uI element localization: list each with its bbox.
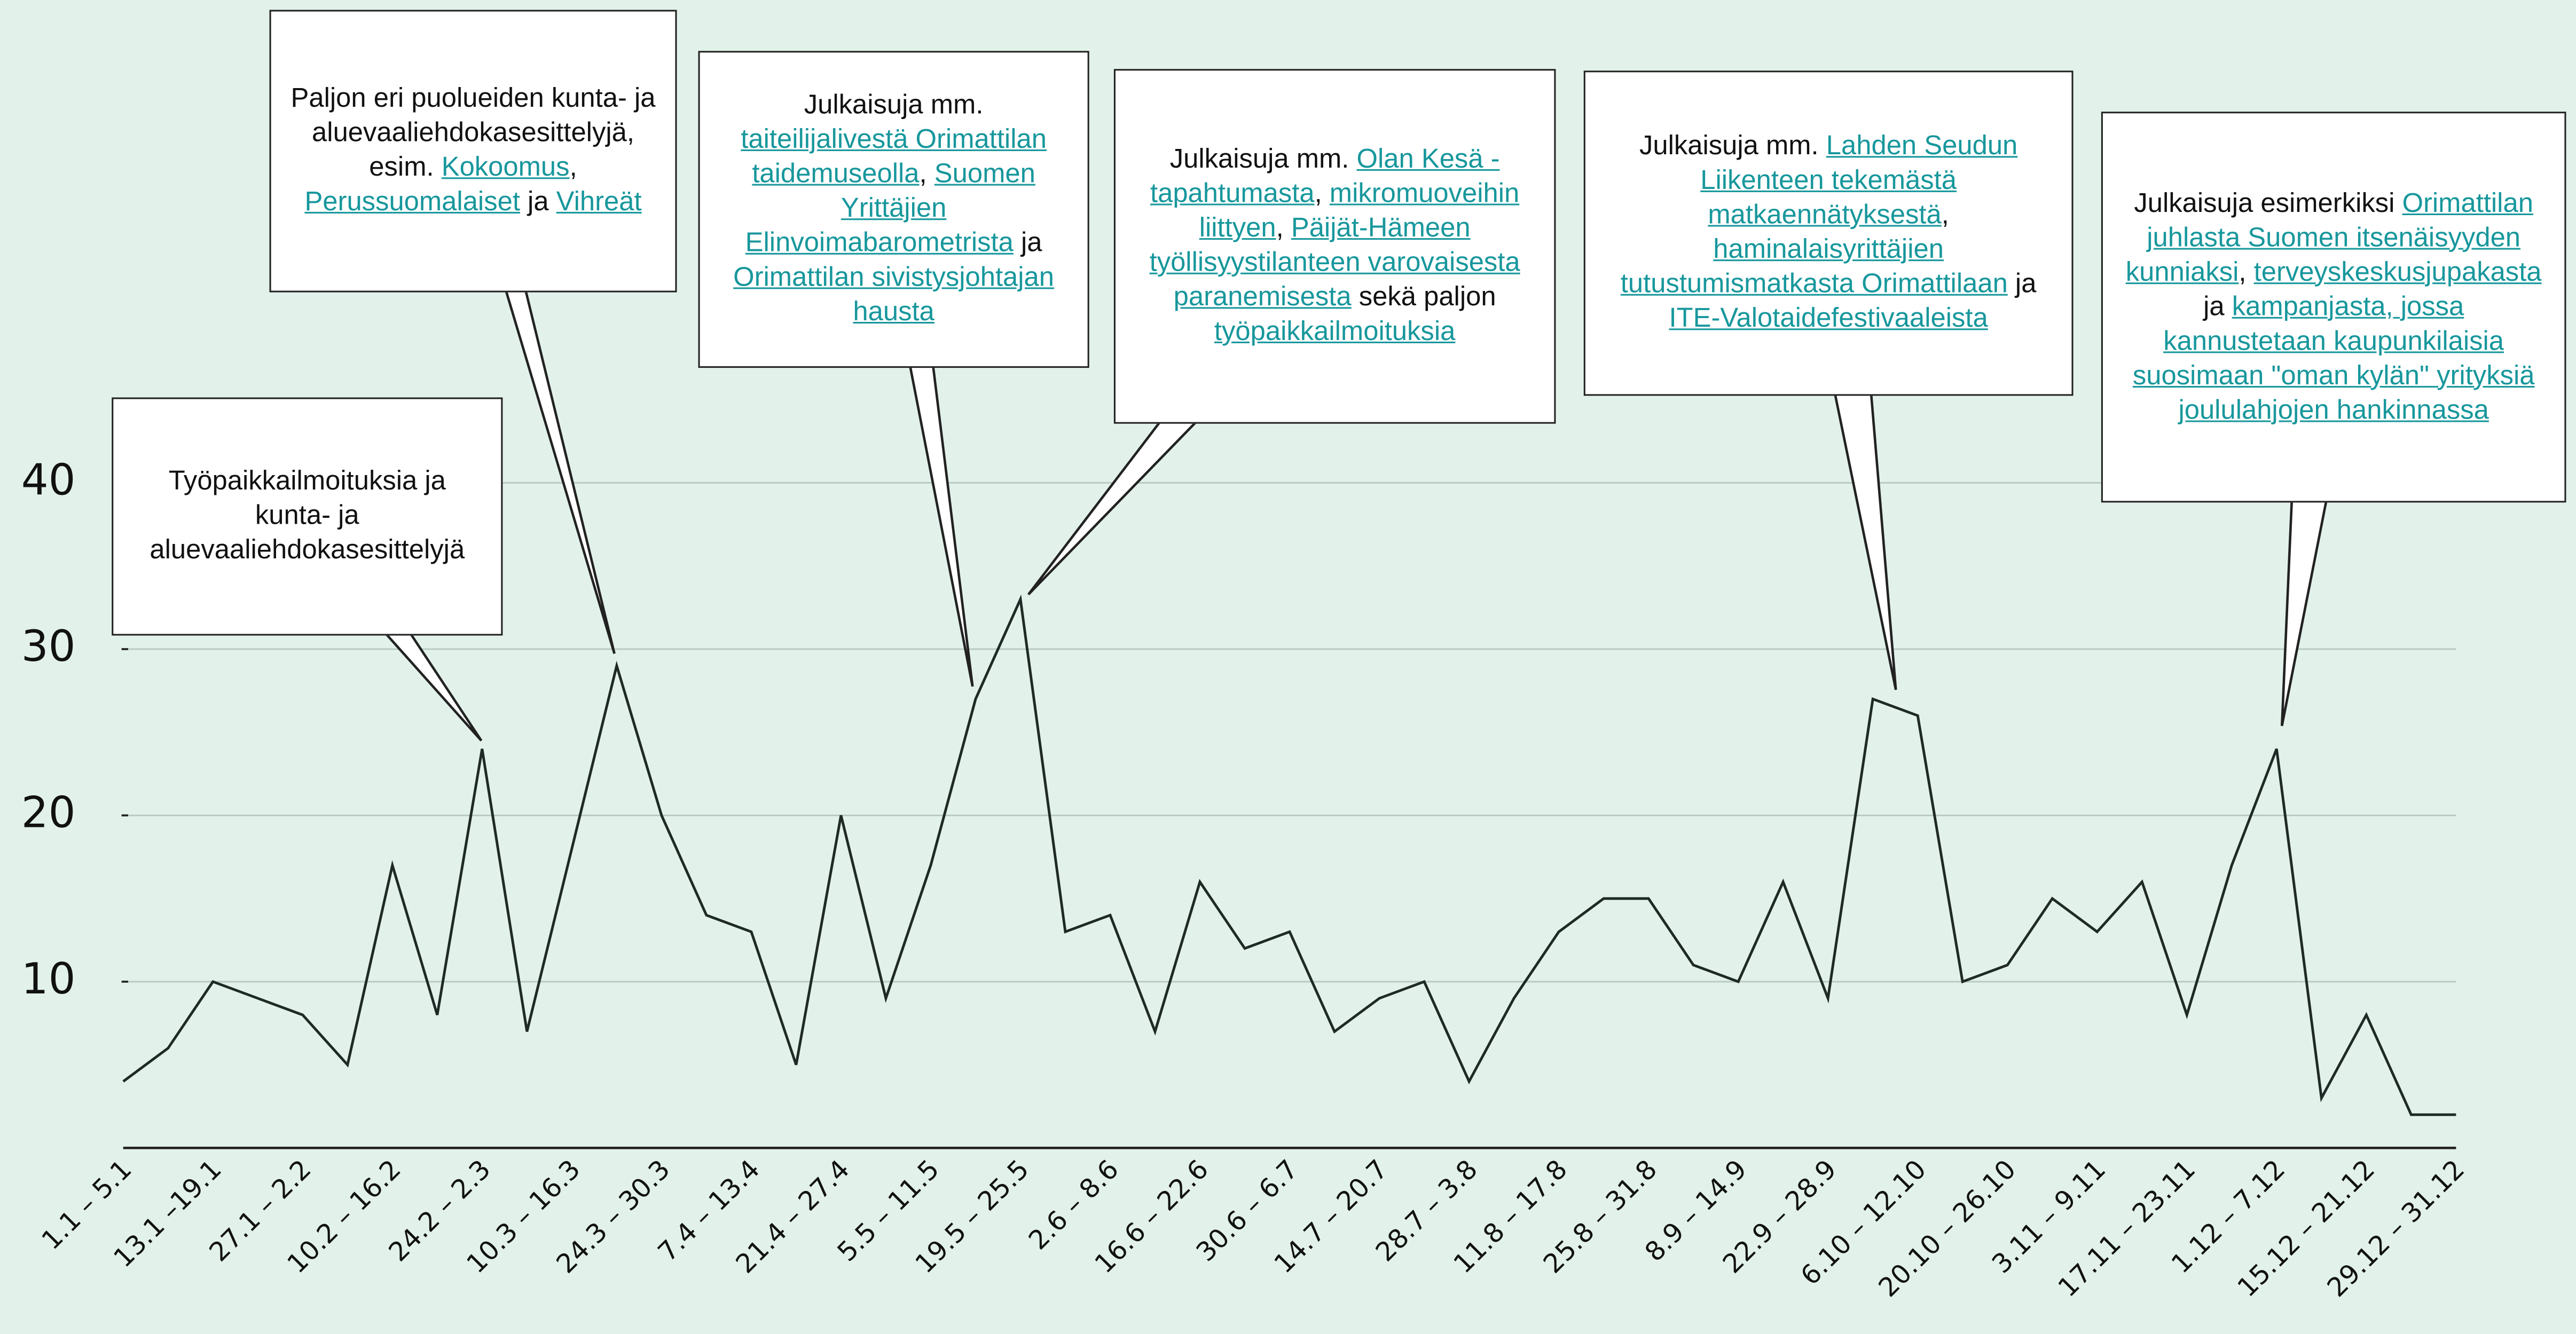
y-tick-label: 30 xyxy=(21,621,76,671)
link[interactable]: Orimattilan sivistysjohtajan hausta xyxy=(733,263,1055,327)
annotation-text-part: , xyxy=(1941,200,1949,230)
annotation-text-part: ja xyxy=(520,187,556,217)
y-tick-label: 40 xyxy=(21,455,76,504)
link[interactable]: Olan Kesä -tapahtumasta xyxy=(1150,144,1500,209)
annotation-text-part: , xyxy=(1276,213,1291,243)
link[interactable]: työpaikkailmoituksia xyxy=(1214,317,1456,347)
callout-pointer xyxy=(2280,500,2328,727)
annotation-text-part: Julkaisuja mm. xyxy=(804,90,984,120)
annotation-text-part: Paljon eri puolueiden kunta- ja aluevaal… xyxy=(290,83,656,183)
callout-pointer xyxy=(908,365,974,687)
annotation-text-part: Julkaisuja esimerkiksi xyxy=(2134,188,2402,218)
callout-pointer xyxy=(1027,421,1199,596)
annotation-text-part: , xyxy=(1314,179,1330,209)
link[interactable]: Perussuomalaiset xyxy=(304,187,520,217)
annotation-text-part: ja xyxy=(2007,269,2037,299)
annotation: Työpaikkailmoituksia ja kunta- ja alueva… xyxy=(112,397,503,636)
link[interactable]: kampanjasta, jossa kannustetaan kaupunki… xyxy=(2132,291,2535,425)
annotation-text-part: , xyxy=(2239,257,2254,287)
annotation: Paljon eri puolueiden kunta- ja aluevaal… xyxy=(269,10,677,293)
callout-pointer xyxy=(504,289,616,654)
link[interactable]: Vihreät xyxy=(556,187,642,217)
annotation-text-part: Julkaisuja mm. xyxy=(1169,144,1357,175)
annotation-text: Julkaisuja mm. Lahden Seudun Liikenteen … xyxy=(1605,130,2052,337)
annotation-text: Työpaikkailmoituksia ja kunta- ja alueva… xyxy=(133,465,481,569)
link[interactable]: Suomen Yrittäjien Elinvoimabarometrista xyxy=(745,159,1035,258)
annotation-text: Julkaisuja mm. Olan Kesä -tapahtumasta, … xyxy=(1135,143,1535,350)
link[interactable]: mikromuoveihin liittyen xyxy=(1199,179,1520,243)
callout-pointer xyxy=(1833,393,1897,690)
annotation: Julkaisuja mm. Lahden Seudun Liikenteen … xyxy=(1583,70,2074,396)
annotation: Julkaisuja mm. Olan Kesä -tapahtumasta, … xyxy=(1113,69,1556,424)
link[interactable]: Lahden Seudun Liikenteen tekemästä matka… xyxy=(1700,131,2018,230)
annotation-text-part: ja xyxy=(2203,291,2232,321)
annotation-text-part: Työpaikkailmoituksia ja kunta- ja alueva… xyxy=(150,466,465,565)
annotation: Julkaisuja esimerkiksi Orimattilan juhla… xyxy=(2101,112,2566,503)
link[interactable]: terveyskeskusjupakasta xyxy=(2253,257,2542,287)
link[interactable]: taiteilijalivestä Orimattilan taidemuseo… xyxy=(741,124,1047,189)
link[interactable]: Orimattilan juhlasta Suomen itsenäisyyde… xyxy=(2125,188,2533,287)
y-tick-label: 20 xyxy=(21,787,76,837)
annotation-text-part: , xyxy=(919,159,934,189)
annotation-text: Julkaisuja esimerkiksi Orimattilan juhla… xyxy=(2123,186,2545,428)
annotation-text-part: sekä paljon xyxy=(1351,282,1496,312)
annotation-text: Paljon eri puolueiden kunta- ja aluevaal… xyxy=(291,82,656,220)
link[interactable]: ITE-Valotaidefestivaaleista xyxy=(1669,304,1988,334)
annotation-text: Julkaisuja mm. taiteilijalivestä Orimatt… xyxy=(720,89,1068,330)
link[interactable]: Päijät-Hämeen työllisyystilanteen varova… xyxy=(1149,213,1520,312)
link[interactable]: haminalaisyrittäjien tutustumismatkasta … xyxy=(1620,234,2008,299)
annotation: Julkaisuja mm. taiteilijalivestä Orimatt… xyxy=(698,51,1089,368)
y-tick-label: 10 xyxy=(21,954,76,1004)
annotation-text-part: Julkaisuja mm. xyxy=(1639,131,1826,161)
data-line xyxy=(122,594,2456,1116)
link[interactable]: Kokoomus xyxy=(441,153,570,183)
annotation-text-part: , xyxy=(569,153,577,183)
annotation-text-part: ja xyxy=(1013,228,1042,258)
